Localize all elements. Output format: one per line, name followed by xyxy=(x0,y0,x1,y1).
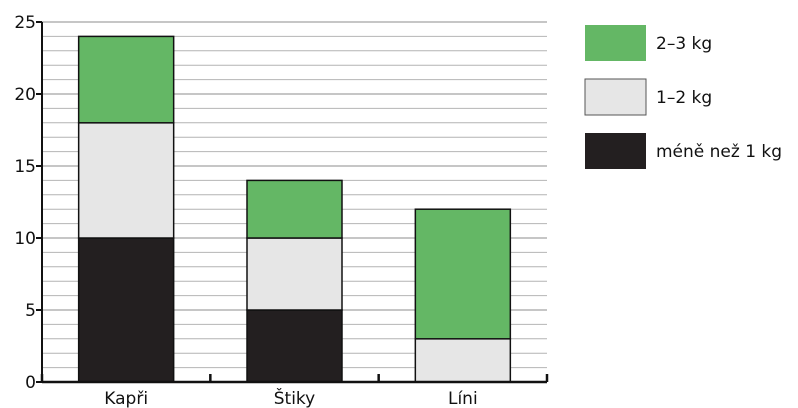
legend-swatch-3 xyxy=(585,133,646,169)
bar-segment-2-2 xyxy=(246,237,343,311)
bar-segment-2-3 xyxy=(246,179,343,239)
axes xyxy=(36,21,549,384)
bars xyxy=(77,35,512,383)
y-tick-label: 10 xyxy=(14,229,36,249)
x-tick-label: Štiky xyxy=(274,387,315,408)
bar-segment-1-3 xyxy=(77,35,175,124)
legend-label-2: 1–2 kg xyxy=(656,88,712,108)
bar-segment-3-3 xyxy=(414,208,512,340)
y-tick-label: 25 xyxy=(14,13,36,33)
x-tick-label: Líni xyxy=(448,389,478,408)
legend: 2–3 kg 1–2 kg méně než 1 kg xyxy=(584,25,782,169)
x-tick-label: Kapři xyxy=(104,389,148,408)
bar-segment-3-2 xyxy=(414,338,512,383)
y-tick-label: 20 xyxy=(14,85,36,105)
y-tick-label: 15 xyxy=(14,157,36,177)
y-tick-label: 5 xyxy=(25,301,36,321)
bar-segment-1-2 xyxy=(77,122,175,239)
x-tick-labels: Kapři Štiky Líni xyxy=(104,387,477,408)
bar-segment-2-1 xyxy=(246,309,343,383)
legend-swatch-2 xyxy=(584,78,647,116)
legend-label-1: 2–3 kg xyxy=(656,34,712,54)
bar-segment-1-1 xyxy=(77,237,175,383)
y-tick-labels: 0 5 10 15 20 25 xyxy=(14,13,36,393)
legend-label-3: méně než 1 kg xyxy=(656,142,782,162)
y-tick-label: 0 xyxy=(25,373,36,393)
legend-swatch-1 xyxy=(585,25,646,61)
